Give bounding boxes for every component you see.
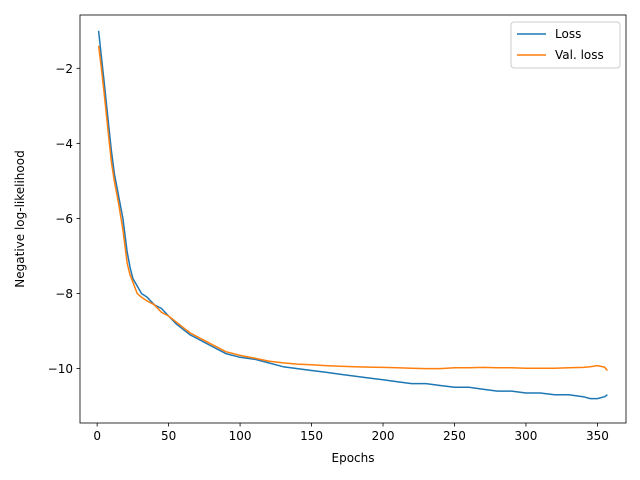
legend-label-loss: Loss <box>555 27 581 41</box>
x-tick-label: 150 <box>300 429 323 443</box>
series-line-loss <box>97 30 608 400</box>
x-tick-label: 100 <box>229 429 252 443</box>
x-tick-label: 250 <box>443 429 466 443</box>
x-tick-label: 50 <box>161 429 176 443</box>
x-tick-label: 300 <box>514 429 537 443</box>
x-tick-label: 200 <box>372 429 395 443</box>
plot-frame <box>79 14 627 424</box>
x-tick-label: 350 <box>586 429 609 443</box>
plot-area <box>97 30 608 400</box>
y-axis-label: Negative log-likelihood <box>13 150 27 287</box>
y-tick-label: −4 <box>55 137 73 151</box>
y-tick-label: −8 <box>55 287 73 301</box>
x-axis-label: Epochs <box>332 451 375 465</box>
legend-label-val-loss: Val. loss <box>555 48 604 62</box>
series-line-val-loss <box>97 45 608 371</box>
y-tick-label: −10 <box>48 362 73 376</box>
legend: Loss Val. loss <box>510 21 621 69</box>
x-tick-label: 0 <box>93 429 101 443</box>
axes: 0 50 100 150 200 250 300 350 −10 −8 −6 −4 −2 <box>48 14 627 443</box>
y-tick-label: −2 <box>55 62 73 76</box>
y-tick-label: −6 <box>55 212 73 226</box>
